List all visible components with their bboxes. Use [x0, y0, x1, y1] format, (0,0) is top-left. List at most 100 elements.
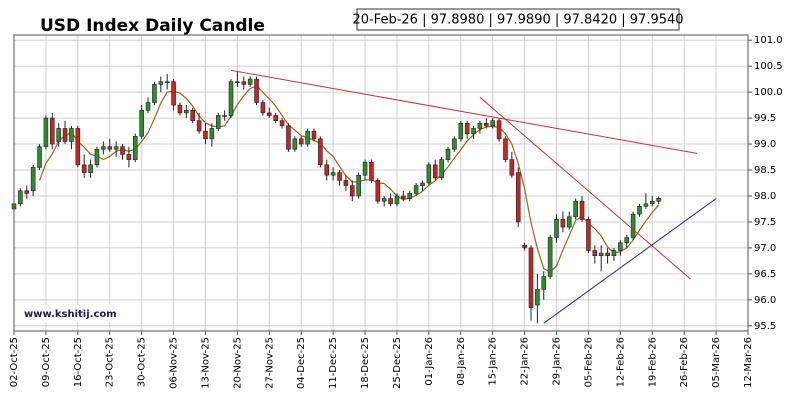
- candle-body: [592, 250, 598, 257]
- info-box: [356, 8, 680, 31]
- y-tick-label: 96.0: [754, 295, 776, 306]
- candle-body: [101, 146, 106, 150]
- candle-body: [426, 164, 432, 184]
- candle-body: [305, 130, 310, 145]
- candle-body: [311, 130, 317, 140]
- moving-average: [38, 85, 660, 273]
- candle-body: [196, 120, 202, 132]
- candle-body: [484, 122, 489, 127]
- candle-body: [62, 128, 68, 142]
- candle-body: [177, 104, 183, 114]
- candle-body: [439, 159, 444, 179]
- candle-body: [464, 122, 470, 134]
- candle-body: [318, 138, 323, 166]
- candle-body: [209, 128, 215, 140]
- candle-body: [88, 164, 93, 173]
- candle-body: [522, 245, 527, 249]
- x-tick-label: 19-Feb-26: [647, 337, 658, 387]
- y-tick-label: 97.0: [754, 243, 776, 254]
- candle-body: [445, 148, 451, 160]
- candle-body: [132, 135, 138, 160]
- candle-body: [388, 198, 393, 205]
- candle-body: [605, 252, 610, 257]
- candle-body: [356, 174, 361, 197]
- candle-body: [286, 125, 291, 150]
- candle-body: [369, 161, 374, 181]
- info-text: 20-Feb-26 | 97.8980 | 97.9890 | 97.8420 …: [352, 13, 683, 28]
- trend-line: [543, 198, 717, 324]
- candle-body: [190, 109, 195, 121]
- candle-body: [37, 146, 42, 168]
- y-tick-label: 101.0: [754, 35, 783, 46]
- candle-body: [503, 138, 508, 160]
- candle-body: [43, 117, 49, 147]
- candle-body: [292, 138, 298, 150]
- candle-body: [611, 250, 617, 257]
- candle-body: [598, 252, 604, 257]
- x-tick-label: 15-Jan-26: [488, 337, 499, 386]
- trend-line: [479, 96, 691, 280]
- x-tick-label: 23-Oct-25: [105, 337, 116, 387]
- x-tick-label: 29-Jan-26: [552, 337, 563, 386]
- candle-body: [18, 190, 23, 205]
- x-tick-label: 01-Jan-26: [424, 337, 435, 386]
- candle-body: [126, 154, 132, 160]
- candle-body: [573, 200, 578, 218]
- candle-body: [228, 81, 234, 116]
- candle-body: [567, 216, 572, 228]
- x-tick-label: 02-Oct-25: [9, 337, 20, 387]
- candle-body: [535, 289, 540, 306]
- x-tick-label: 30-Oct-25: [137, 337, 148, 387]
- candle-body: [203, 130, 208, 140]
- candle-body: [215, 115, 221, 129]
- candle-body: [381, 198, 387, 202]
- y-tick-label: 96.5: [754, 269, 776, 280]
- watermark: www.kshitij.com: [24, 309, 117, 320]
- candle-body: [247, 78, 253, 85]
- watermark-box: [20, 305, 122, 322]
- candle-body: [267, 112, 272, 116]
- candle-body: [30, 167, 36, 192]
- candle-body: [279, 120, 285, 127]
- candle-body: [547, 237, 553, 277]
- candle-body: [343, 180, 349, 186]
- candle-body: [349, 185, 355, 197]
- candle-body: [420, 182, 425, 186]
- candle-body: [69, 128, 74, 142]
- candle-body: [407, 193, 413, 199]
- candle-body: [241, 81, 247, 85]
- candle-body: [452, 138, 457, 150]
- x-tick-label: 04-Dec-25: [296, 337, 307, 389]
- candle-body: [171, 81, 176, 106]
- candle-body: [618, 242, 623, 251]
- y-tick-label: 98.5: [754, 165, 776, 176]
- candle-body: [273, 115, 278, 121]
- y-tick-label: 100.5: [754, 61, 783, 72]
- candle-body: [260, 102, 266, 114]
- x-tick-label: 20-Nov-25: [232, 337, 243, 389]
- candle-body: [139, 109, 144, 137]
- chart-title: USD Index Daily Candle: [40, 16, 265, 36]
- candle-body: [24, 190, 30, 194]
- candle-body: [75, 128, 81, 166]
- x-tick-label: 27-Nov-25: [264, 337, 275, 389]
- candle-body: [184, 109, 189, 114]
- x-tick-label: 06-Nov-25: [169, 337, 180, 389]
- x-tick-label: 12-Mar-26: [743, 337, 754, 388]
- x-tick-label: 13-Nov-25: [200, 337, 211, 389]
- x-tick-label: 22-Jan-26: [520, 337, 531, 386]
- plot-border: [13, 34, 749, 332]
- y-tick-label: 98.0: [754, 191, 776, 202]
- candle-body: [541, 276, 547, 290]
- candle-body: [477, 122, 483, 129]
- x-tick-label: 09-Oct-25: [41, 337, 52, 387]
- x-tick-label: 26-Feb-26: [679, 337, 690, 387]
- candle-body: [113, 146, 119, 150]
- candle-body: [298, 138, 304, 145]
- candle-body: [515, 172, 521, 223]
- candle-body: [554, 219, 559, 238]
- candle-body: [656, 198, 661, 202]
- candle-body: [649, 200, 655, 205]
- candle-body: [158, 81, 164, 85]
